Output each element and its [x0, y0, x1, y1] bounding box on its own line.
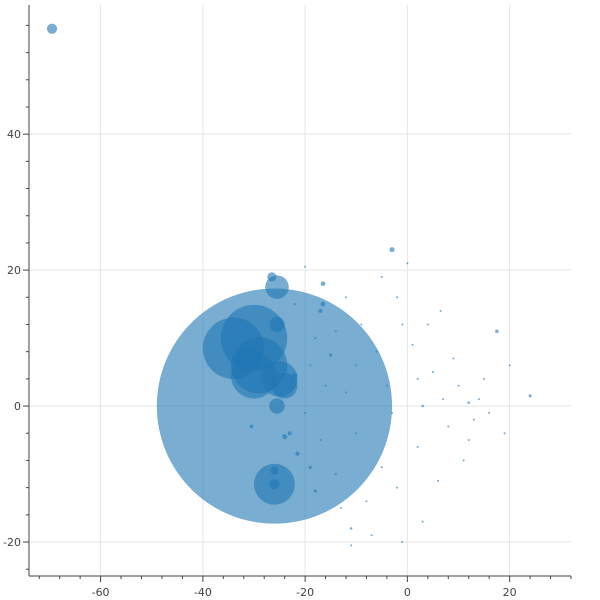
grid-lines	[29, 5, 571, 576]
data-point-0-66	[370, 534, 373, 537]
data-point-0-67	[350, 544, 353, 547]
data-point-0-51	[477, 398, 480, 401]
data-point-0-43	[385, 384, 388, 387]
y-tick-label: 0	[14, 400, 21, 413]
data-point-0-28	[349, 527, 353, 530]
data-point-0-21	[292, 372, 298, 379]
data-point-0-59	[406, 262, 409, 265]
data-point-0-62	[462, 459, 465, 462]
data-point-0-76	[416, 377, 419, 380]
data-point-0-42	[375, 350, 378, 353]
data-points	[46, 23, 532, 547]
data-point-0-16	[389, 247, 395, 253]
data-point-0-31	[421, 404, 424, 408]
data-point-0-6	[271, 372, 298, 399]
data-point-0-57	[360, 323, 363, 326]
x-tick-label: -40	[194, 586, 212, 599]
y-tick-label: 20	[7, 264, 21, 277]
data-point-0-56	[344, 296, 348, 299]
data-point-0-75	[391, 411, 394, 414]
data-point-0-68	[401, 540, 404, 544]
data-point-0-77	[442, 398, 445, 401]
data-point-0-35	[439, 309, 442, 312]
data-point-0-60	[426, 323, 429, 326]
data-point-0-13	[269, 316, 285, 333]
data-point-0-58	[380, 466, 383, 469]
data-point-0-25	[249, 424, 254, 429]
data-point-0-7	[236, 345, 262, 372]
data-point-0-54	[304, 411, 307, 414]
data-point-0-65	[508, 364, 511, 367]
data-point-0-26	[308, 465, 312, 469]
data-point-0-41	[365, 500, 368, 503]
data-point-0-17	[320, 281, 326, 287]
data-point-0-18	[320, 301, 326, 307]
data-point-0-40	[355, 432, 358, 435]
data-point-0-12	[267, 272, 277, 282]
data-point-0-50	[472, 418, 475, 421]
data-point-0-71	[309, 364, 312, 367]
data-point-0-37	[314, 337, 317, 340]
data-point-0-47	[431, 371, 434, 374]
data-point-0-22	[282, 434, 288, 440]
data-point-0-53	[324, 384, 327, 387]
data-point-0-30	[528, 394, 532, 398]
data-point-0-70	[293, 303, 296, 306]
x-tick-label: 20	[503, 586, 517, 599]
data-point-0-72	[319, 439, 322, 442]
x-tick-label: 0	[404, 586, 411, 599]
data-point-0-44	[396, 296, 399, 299]
axes: -20 0 20 40 -60 -40 -20 0 20	[3, 5, 572, 599]
data-point-0-20	[329, 353, 333, 357]
data-point-0-27	[313, 489, 317, 493]
data-point-0-14	[269, 398, 285, 414]
y-tick-label: 40	[7, 128, 21, 141]
data-point-0-61	[452, 357, 455, 360]
data-point-0-45	[411, 343, 414, 346]
data-point-0-73	[339, 507, 342, 510]
data-point-0-33	[421, 520, 424, 523]
data-point-0-80	[380, 275, 383, 278]
data-point-0-69	[437, 479, 440, 482]
data-point-0-19	[318, 308, 323, 313]
x-axis-ticks: -60 -40 -20 0 20	[38, 576, 572, 599]
data-point-0-32	[396, 486, 399, 489]
y-tick-label: -20	[3, 536, 21, 549]
data-point-0-9	[269, 479, 280, 490]
data-point-0-55	[334, 473, 337, 476]
x-tick-label: -60	[92, 586, 110, 599]
data-point-0-39	[344, 391, 348, 394]
data-point-0-48	[447, 425, 450, 428]
data-point-0-52	[488, 411, 491, 414]
x-tick-label: -20	[296, 586, 314, 599]
data-point-0-63	[483, 377, 486, 380]
y-axis-ticks: -20 0 20 40	[3, 24, 29, 570]
data-point-0-23	[287, 431, 292, 436]
data-point-0-34	[467, 401, 471, 404]
data-point-0-24	[295, 451, 300, 456]
data-point-0-79	[401, 323, 404, 326]
data-point-0-64	[503, 432, 506, 435]
data-point-0-38	[334, 330, 337, 333]
data-point-0-15	[46, 23, 58, 34]
data-point-0-49	[457, 384, 460, 387]
data-point-0-29	[495, 329, 499, 334]
data-point-0-10	[270, 466, 279, 475]
data-point-0-46	[416, 445, 419, 448]
data-point-0-78	[467, 439, 470, 442]
data-point-0-74	[355, 364, 358, 367]
data-point-0-36	[304, 265, 307, 268]
